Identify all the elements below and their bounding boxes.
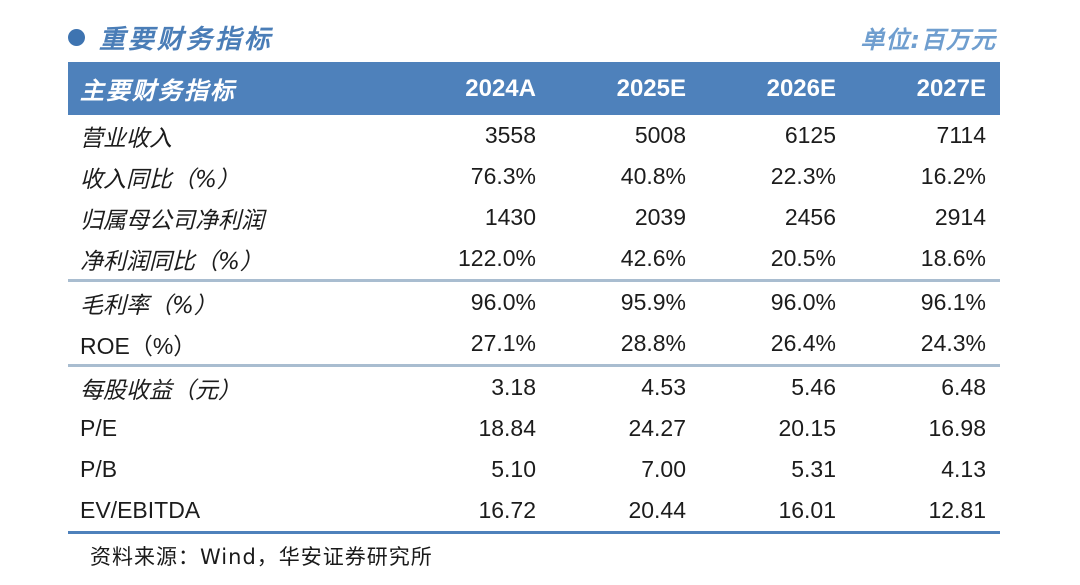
cell-value: 2456 [784, 204, 836, 230]
cell-value: 95.9% [620, 289, 686, 315]
cell-value: 20.44 [628, 497, 686, 523]
row-label: 毛利率（%） [80, 292, 217, 319]
cell-value: 16.72 [478, 497, 536, 523]
section-divider [68, 279, 1000, 282]
cell-value: 5.46 [791, 374, 836, 400]
table-row: ROE（%） 27.1% 28.8% 26.4% 24.3% [68, 323, 1000, 364]
row-label: 净利润同比（%） [80, 248, 263, 275]
cell-value: 18.84 [478, 415, 536, 441]
unit-label: 单位:百万元 [860, 25, 996, 54]
header-col-2024a: 2024A [465, 74, 536, 102]
table-row: 每股收益（元） 3.18 4.53 5.46 6.48 [68, 367, 1000, 408]
row-label: 收入同比（%） [80, 166, 240, 193]
cell-value: 3558 [484, 122, 536, 148]
row-label: 归属母公司净利润 [80, 207, 264, 234]
cell-value: 42.6% [620, 245, 686, 271]
row-label: 每股收益（元） [80, 377, 241, 404]
header-col-2026e: 2026E [766, 74, 836, 102]
cell-value: 7114 [936, 122, 986, 148]
table-bottom-rule [68, 531, 1000, 534]
cell-value: 7.00 [641, 456, 686, 482]
header-col-2027e: 2027E [916, 74, 986, 102]
title-bar: 重要财务指标 单位:百万元 [68, 18, 996, 56]
table-row: 收入同比（%） 76.3% 40.8% 22.3% 16.2% [68, 156, 1000, 197]
cell-value: 122.0% [457, 245, 536, 271]
cell-value: 4.13 [941, 456, 986, 482]
cell-value: 4.53 [641, 374, 686, 400]
table-header-row: 主要财务指标 2024A 2025E 2026E 2027E [68, 62, 1000, 115]
cell-value: 3.18 [491, 374, 536, 400]
table-row: P/B 5.10 7.00 5.31 4.13 [68, 449, 1000, 490]
cell-value: 26.4% [770, 330, 836, 356]
cell-value: 1430 [484, 204, 536, 230]
cell-value: 24.3% [920, 330, 986, 356]
cell-value: 28.8% [620, 330, 686, 356]
cell-value: 6125 [784, 122, 836, 148]
cell-value: 20.5% [770, 245, 836, 271]
table-row: EV/EBITDA 16.72 20.44 16.01 12.81 [68, 490, 1000, 531]
cell-value: 96.1% [920, 289, 986, 315]
cell-value: 20.15 [778, 415, 836, 441]
cell-value: 5008 [634, 122, 686, 148]
cell-value: 12.81 [928, 497, 986, 523]
row-label: EV/EBITDA [80, 497, 201, 523]
row-label: 营业收入 [80, 125, 172, 152]
page-title: 重要财务指标 [99, 24, 274, 55]
cell-value: 24.27 [628, 415, 686, 441]
cell-value: 40.8% [620, 163, 686, 189]
cell-value: 76.3% [470, 163, 536, 189]
table-row: 毛利率（%） 96.0% 95.9% 96.0% 96.1% [68, 282, 1000, 323]
cell-value: 96.0% [470, 289, 536, 315]
section-divider [68, 364, 1000, 367]
cell-value: 2039 [634, 204, 686, 230]
bullet-icon [68, 28, 85, 46]
row-label: P/E [80, 415, 118, 441]
financial-metrics-table: 主要财务指标 2024A 2025E 2026E 2027E 营业收入 3558… [68, 62, 1000, 534]
table-row: 归属母公司净利润 1430 2039 2456 2914 [68, 197, 1000, 238]
cell-value: 5.10 [491, 456, 536, 482]
table-row: 营业收入 3558 5008 6125 7114 [68, 115, 1000, 156]
header-col-2025e: 2025E [616, 74, 686, 102]
table-row: P/E 18.84 24.27 20.15 16.98 [68, 408, 1000, 449]
cell-value: 2914 [934, 204, 986, 230]
title-group: 重要财务指标 [68, 19, 273, 56]
cell-value: 16.01 [778, 497, 836, 523]
table-row: 净利润同比（%） 122.0% 42.6% 20.5% 18.6% [68, 238, 1000, 279]
cell-value: 22.3% [770, 163, 836, 189]
cell-value: 27.1% [470, 330, 536, 356]
row-label: ROE（%） [80, 332, 197, 359]
cell-value: 96.0% [770, 289, 836, 315]
cell-value: 6.48 [941, 374, 986, 400]
cell-value: 5.31 [791, 456, 836, 482]
source-note: 资料来源：Wind，华安证券研究所 [90, 545, 433, 569]
cell-value: 16.2% [920, 163, 986, 189]
header-metric-label: 主要财务指标 [80, 77, 236, 105]
row-label: P/B [80, 456, 118, 482]
cell-value: 18.6% [920, 245, 986, 271]
cell-value: 16.98 [928, 415, 986, 441]
